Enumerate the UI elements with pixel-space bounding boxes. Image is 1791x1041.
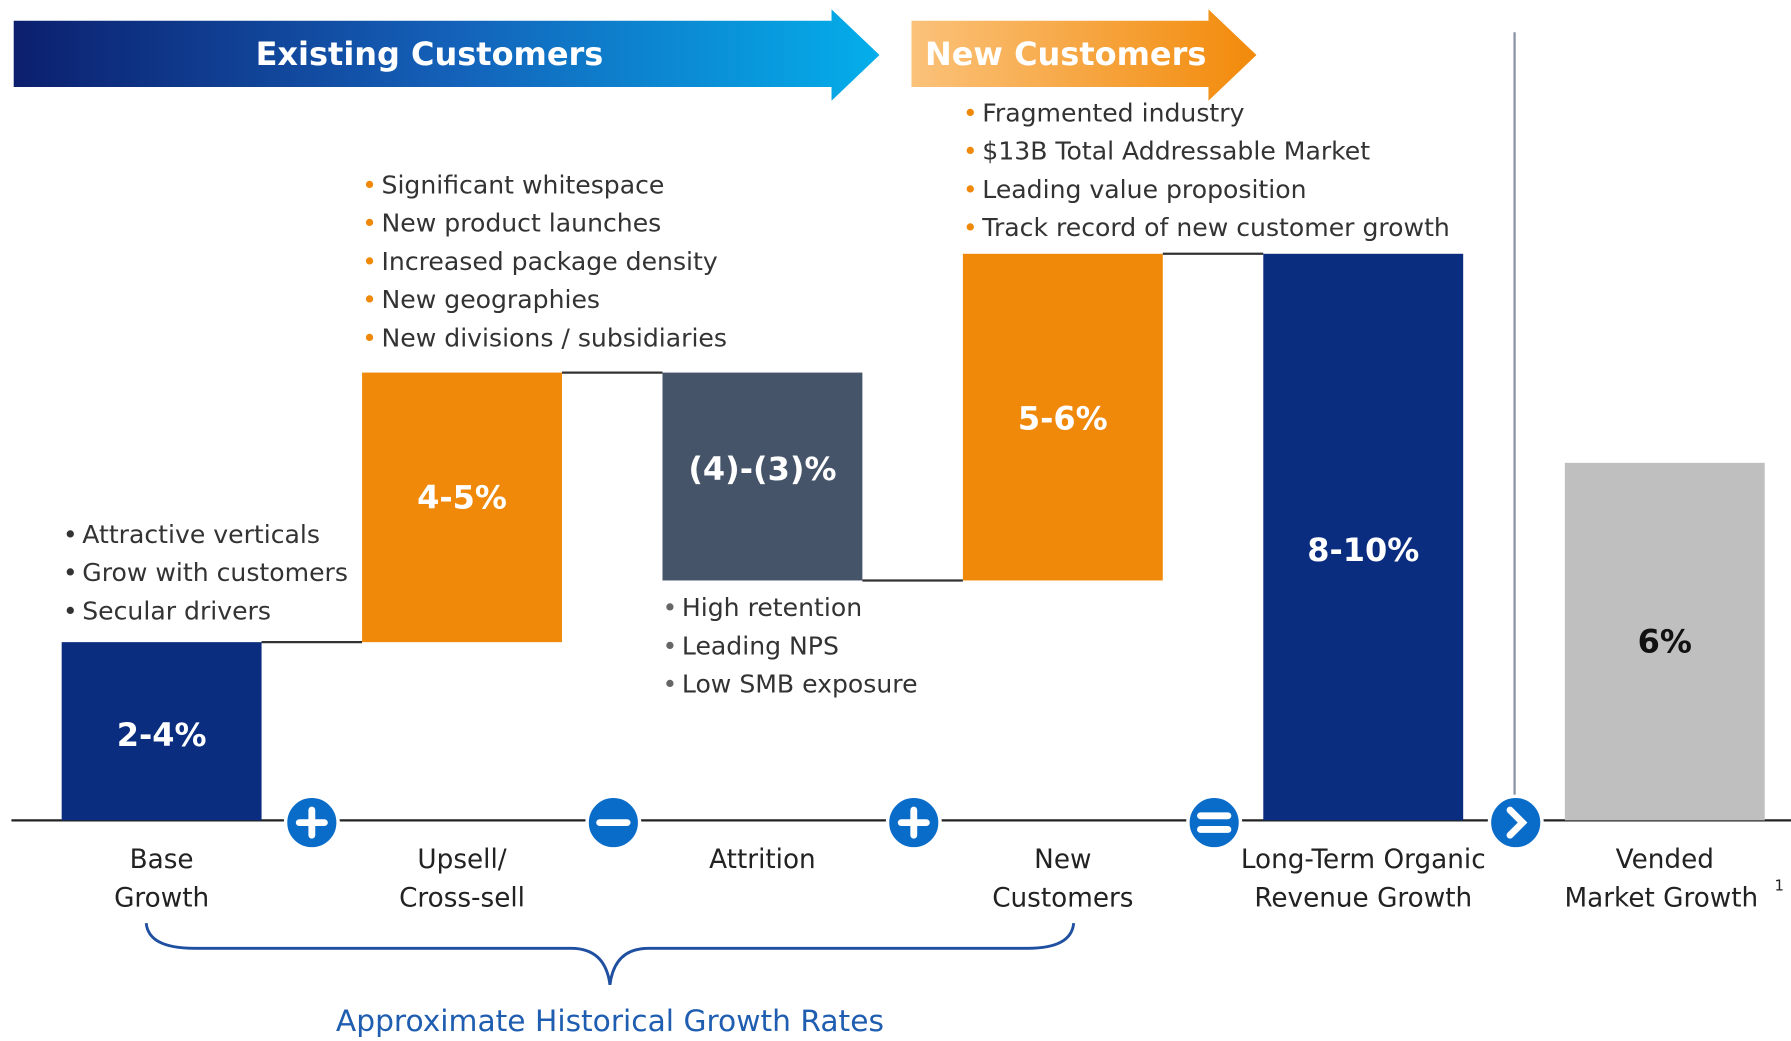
bullet-dot: • (362, 247, 377, 276)
operator-circle (1487, 794, 1544, 851)
arrow-new (911, 9, 1257, 101)
operator-glyph (897, 806, 930, 839)
bullet-text: Grow with customers (82, 558, 348, 587)
bullet-text: Significant whitespace (382, 170, 665, 199)
bar-label: 2-4% (117, 716, 207, 754)
bar-label: 5-6% (1018, 400, 1108, 438)
operator-glyph (1197, 812, 1232, 833)
bar-label: 6% (1638, 622, 1692, 660)
category-label: Growth (114, 884, 209, 914)
brace (144, 922, 1076, 985)
bar-label: 4-5% (417, 478, 507, 516)
category-label: New (1034, 845, 1091, 875)
bullet-text: Low SMB exposure (682, 670, 918, 699)
bullet-dot: • (63, 596, 78, 625)
category-label: Attrition (709, 845, 816, 875)
bullet-dot: • (63, 520, 78, 549)
category-label: Upsell/ (417, 845, 506, 875)
footnote: 1 (1774, 878, 1783, 895)
bullet-dot: • (362, 285, 377, 314)
category-label: Cross-sell (399, 884, 525, 914)
brace-label: Approximate Historical Growth Rates (336, 1004, 884, 1039)
bullet-text: Leading value proposition (982, 175, 1306, 204)
category-label: Base (130, 845, 194, 875)
bar-label: (4)-(3)% (688, 450, 836, 488)
bullet-dot: • (963, 98, 978, 127)
bullet-dot: • (963, 137, 978, 166)
bullet-dot: • (662, 631, 677, 660)
operator-equals (1186, 794, 1243, 851)
bullet-text: Fragmented industry (982, 98, 1244, 127)
connectors (261, 252, 1264, 644)
header-new: New Customers (925, 35, 1206, 73)
category-label: Market Growth (1564, 884, 1758, 914)
operator-glyph (1506, 806, 1528, 839)
bullet-dot: • (362, 170, 377, 199)
bullet-dot: • (662, 670, 677, 699)
bar (1564, 462, 1765, 821)
bullet-text: New divisions / subsidiaries (382, 323, 727, 352)
bullet-text: $13B Total Addressable Market (982, 137, 1370, 166)
bar (962, 253, 1163, 581)
category-label: Vended (1616, 845, 1714, 875)
bar (1263, 253, 1464, 821)
bullet-text: Secular drivers (82, 596, 271, 625)
bullet-dot: • (362, 209, 377, 238)
arrow-existing (13, 9, 880, 101)
bullet-text: High retention (682, 593, 862, 622)
bullet-dot: • (963, 175, 978, 204)
bar (362, 372, 562, 643)
operator-circle (1186, 794, 1243, 851)
bullet-dot: • (63, 558, 78, 587)
bullet-text: Leading NPS (682, 631, 839, 660)
bullet-text: Attractive verticals (82, 520, 320, 549)
bullet-dot: • (362, 323, 377, 352)
bullet-dot: • (963, 213, 978, 242)
category-label: Customers (992, 884, 1133, 914)
bar-label: 8-10% (1307, 531, 1419, 569)
category-label: Long-Term Organic (1241, 845, 1486, 875)
operator-chevron (1487, 794, 1544, 851)
operator-minus (585, 794, 642, 851)
operator-plus (885, 794, 942, 851)
bar (662, 372, 863, 581)
bullet-text: Increased package density (382, 247, 718, 276)
header-existing: Existing Customers (256, 35, 604, 73)
bullet-text: Track record of new customer growth (981, 213, 1450, 242)
bullet-text: New geographies (382, 285, 601, 314)
bullet-text: New product launches (382, 209, 662, 238)
bullet-dot: • (662, 593, 677, 622)
operator-glyph (295, 806, 328, 839)
bar (61, 642, 262, 821)
operator-plus (283, 794, 340, 851)
category-label: Revenue Growth (1254, 884, 1472, 914)
